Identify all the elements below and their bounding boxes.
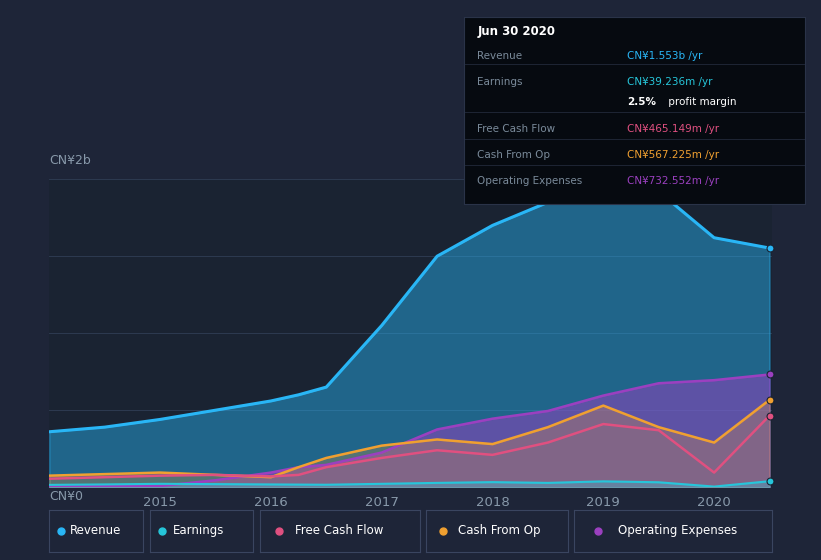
Text: Cash From Op: Cash From Op xyxy=(478,150,551,160)
Text: CN¥567.225m /yr: CN¥567.225m /yr xyxy=(627,150,719,160)
Text: Cash From Op: Cash From Op xyxy=(457,524,540,537)
Text: Revenue: Revenue xyxy=(478,50,523,60)
Text: CN¥732.552m /yr: CN¥732.552m /yr xyxy=(627,176,719,186)
Text: 2.5%: 2.5% xyxy=(627,97,657,108)
Text: Earnings: Earnings xyxy=(172,524,224,537)
Text: CN¥0: CN¥0 xyxy=(49,491,83,503)
Text: Revenue: Revenue xyxy=(70,524,122,537)
Text: Free Cash Flow: Free Cash Flow xyxy=(296,524,383,537)
Text: CN¥1.553b /yr: CN¥1.553b /yr xyxy=(627,50,703,60)
Text: Operating Expenses: Operating Expenses xyxy=(617,524,737,537)
Text: Operating Expenses: Operating Expenses xyxy=(478,176,583,186)
Text: profit margin: profit margin xyxy=(665,97,736,108)
Text: CN¥465.149m /yr: CN¥465.149m /yr xyxy=(627,124,719,134)
Text: Earnings: Earnings xyxy=(478,77,523,87)
Text: CN¥39.236m /yr: CN¥39.236m /yr xyxy=(627,77,713,87)
Text: Jun 30 2020: Jun 30 2020 xyxy=(478,25,556,38)
Text: CN¥2b: CN¥2b xyxy=(49,154,91,167)
Text: Free Cash Flow: Free Cash Flow xyxy=(478,124,556,134)
